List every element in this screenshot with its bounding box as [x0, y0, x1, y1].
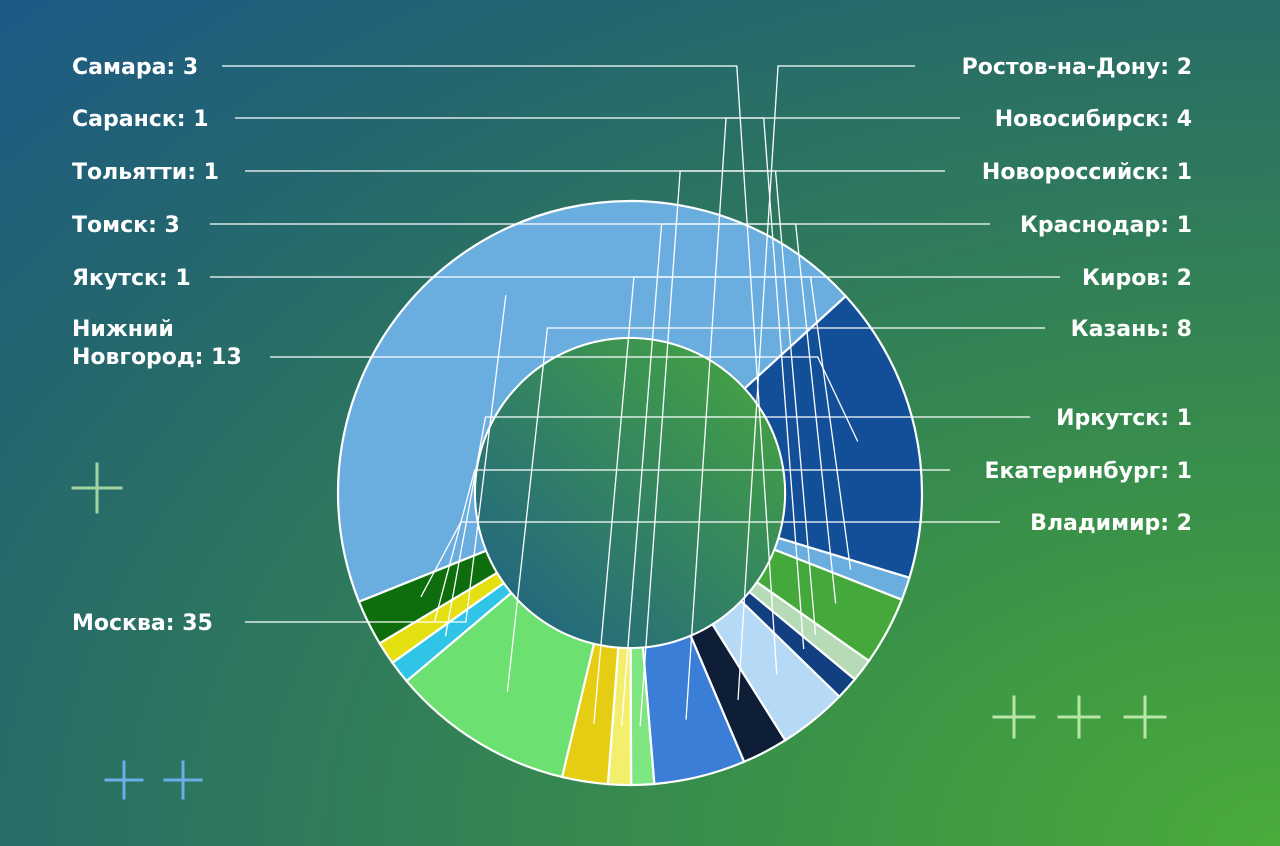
- slice-владимир: [357, 549, 499, 645]
- slice-москва: [336, 199, 848, 604]
- label-казань: Казань: 8: [1071, 317, 1192, 342]
- label-иркутск: Иркутск: 1: [1056, 406, 1192, 431]
- label-москва: Москва: 35: [72, 611, 213, 636]
- label-новосибирск: Новосибирск: 4: [995, 107, 1192, 132]
- slice-labels: Москва: 35 Нижний Новгород: 13 Якутск: 1 Том…: [72, 55, 1192, 636]
- plus-icon: [104, 760, 144, 800]
- label-тольятти: Тольятти: 1: [72, 160, 219, 185]
- label-нижний-новгород: Нижний Новгород: 13: [72, 317, 242, 370]
- leader-екатеринбург: [434, 469, 950, 622]
- leader-казань: [506, 327, 1045, 692]
- leader-москва: [245, 295, 507, 623]
- label-новороссийск: Новороссийск: 1: [982, 160, 1192, 185]
- leader-владимир: [420, 521, 1000, 598]
- plus-icon: [71, 462, 123, 514]
- label-владимир: Владимир: 2: [1030, 511, 1192, 536]
- label-томск: Томск: 3: [72, 213, 180, 238]
- plus-icon: [163, 760, 203, 800]
- donut-hole: [476, 339, 784, 647]
- label-ростов-на-дону: Ростов-на-Дону: 2: [962, 55, 1192, 80]
- leader-самара: [222, 65, 778, 675]
- slice-нижний-новгород: [742, 294, 924, 580]
- leader-киров: [593, 276, 1060, 724]
- label-самара: Самара: 3: [72, 55, 198, 80]
- leader-краснодар: [620, 223, 990, 727]
- label-киров: Киров: 2: [1082, 266, 1192, 291]
- label-саранск: Саранск: 1: [72, 107, 209, 132]
- leader-новороссийск: [639, 170, 945, 727]
- decorations: [71, 462, 1167, 800]
- label-якутск: Якутск: 1: [72, 266, 191, 291]
- leader-иркутск: [444, 416, 1030, 637]
- label-екатеринбург: Екатеринбург: 1: [984, 459, 1192, 484]
- plus-icon: [1123, 695, 1167, 739]
- label-краснодар: Краснодар: 1: [1020, 213, 1192, 238]
- plus-icon: [992, 695, 1036, 739]
- leader-нижний-новгород: [270, 356, 859, 442]
- plus-icon: [1057, 695, 1101, 739]
- leader-lines: [210, 65, 1060, 727]
- chart-slices: [336, 199, 924, 787]
- leader-ростов-на-дону: [737, 65, 915, 701]
- leader-новосибирск: [685, 117, 960, 720]
